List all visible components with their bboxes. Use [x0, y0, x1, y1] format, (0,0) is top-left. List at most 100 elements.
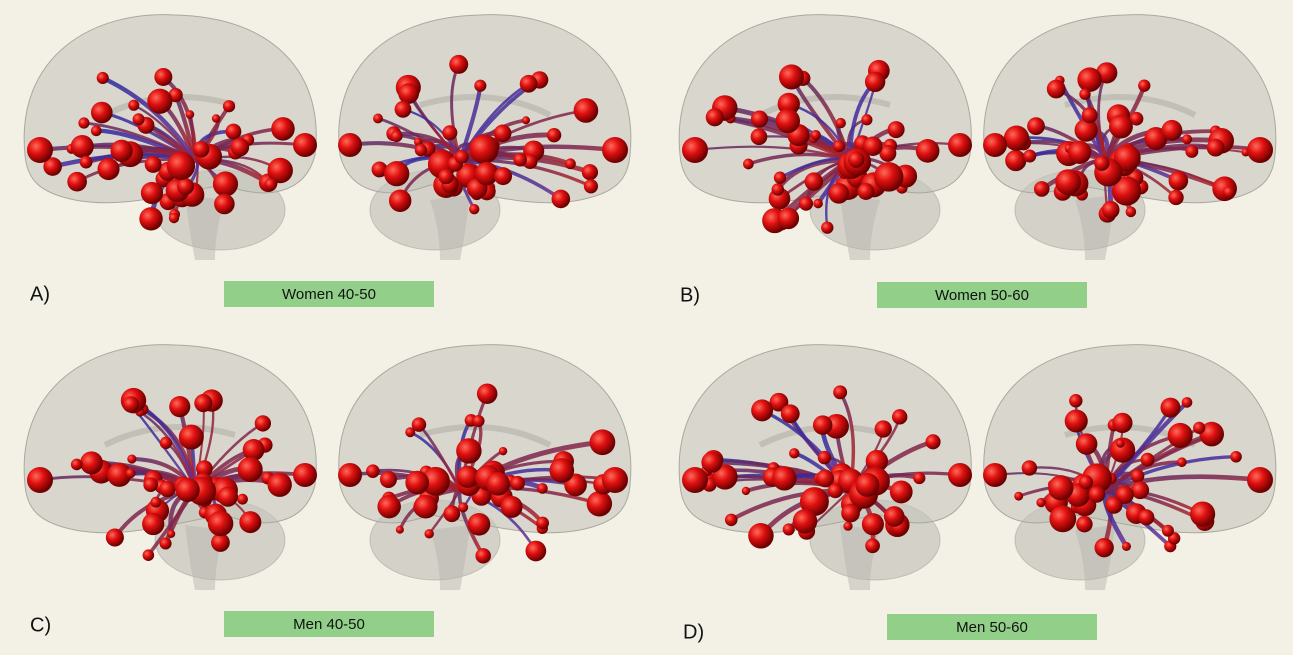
- node-sphere: [682, 467, 708, 493]
- node-sphere: [167, 530, 175, 538]
- node-sphere: [855, 473, 879, 497]
- node-sphere: [110, 140, 132, 162]
- node-sphere: [1079, 475, 1093, 489]
- node-sphere: [91, 102, 113, 124]
- node-sphere: [214, 194, 235, 215]
- node-sphere: [412, 417, 426, 431]
- node-sphere: [875, 420, 892, 437]
- node-sphere: [160, 538, 172, 550]
- node-sphere: [1138, 79, 1150, 91]
- node-sphere: [537, 483, 548, 494]
- node-sphere: [1036, 498, 1045, 507]
- node-sphere: [1068, 141, 1091, 164]
- node-sphere: [123, 396, 140, 413]
- node-sphere: [186, 110, 195, 119]
- node-sphere: [27, 137, 53, 163]
- node-sphere: [890, 481, 913, 504]
- node-sphere: [1168, 190, 1183, 205]
- node-sphere: [71, 459, 83, 471]
- node-sphere: [1079, 89, 1090, 100]
- node-sphere: [474, 80, 486, 92]
- node-sphere: [486, 472, 510, 496]
- node-sphere: [1182, 134, 1192, 144]
- node-sphere: [1182, 397, 1193, 408]
- node-sphere: [97, 158, 119, 180]
- node-sphere: [828, 483, 843, 498]
- node-sphere: [948, 133, 972, 157]
- node-sphere: [1076, 516, 1093, 533]
- node-sphere: [160, 437, 172, 449]
- node-sphere: [725, 514, 738, 527]
- node-sphere: [1077, 67, 1101, 91]
- node-sphere: [147, 89, 172, 114]
- node-sphere: [167, 152, 195, 180]
- node-sphere: [1230, 451, 1242, 463]
- node-sphere: [494, 167, 512, 185]
- node-sphere: [1109, 115, 1133, 139]
- node-sphere: [438, 169, 453, 184]
- node-sphere: [255, 415, 271, 431]
- node-sphere: [139, 207, 162, 230]
- node-sphere: [1160, 398, 1180, 418]
- node-sphere: [264, 178, 276, 190]
- node-sphere: [473, 415, 485, 427]
- node-sphere: [520, 75, 538, 93]
- node-sphere: [414, 495, 438, 519]
- node-sphere: [1162, 120, 1183, 141]
- node-sphere: [380, 471, 397, 488]
- node-sphere: [582, 164, 598, 180]
- node-sphere: [213, 171, 238, 196]
- node-sphere: [226, 124, 242, 140]
- panel-label: D): [683, 621, 704, 643]
- node-sphere: [176, 478, 200, 502]
- node-sphere: [983, 133, 1007, 157]
- node-sphere: [549, 458, 574, 483]
- node-sphere: [751, 399, 773, 421]
- node-sphere: [1131, 481, 1149, 499]
- node-sphere: [231, 138, 250, 157]
- node-sphere: [751, 128, 768, 145]
- node-sphere: [748, 523, 774, 549]
- node-sphere: [477, 383, 498, 404]
- node-sphere: [1162, 525, 1174, 537]
- page: A) Women 40-50 B) Women 50-60 C) Men 40-…: [0, 0, 1293, 655]
- node-sphere: [821, 221, 833, 233]
- node-sphere: [338, 133, 362, 157]
- node-sphere: [1076, 433, 1098, 455]
- node-sphere: [525, 541, 546, 562]
- node-sphere: [861, 114, 872, 125]
- node-sphere: [97, 72, 109, 84]
- node-sphere: [884, 506, 905, 527]
- node-sphere: [366, 464, 380, 478]
- node-sphere: [828, 183, 849, 204]
- node-sphere: [133, 113, 145, 125]
- node-sphere: [150, 497, 161, 508]
- node-sphere: [415, 144, 427, 156]
- node-sphere: [584, 179, 598, 193]
- node-sphere: [443, 505, 460, 522]
- node-sphere: [179, 425, 204, 450]
- panel-caption: Women 50-60: [935, 287, 1029, 304]
- node-sphere: [456, 438, 481, 463]
- node-sphere: [513, 153, 526, 166]
- node-sphere: [293, 133, 317, 157]
- node-sphere: [865, 538, 880, 553]
- node-sphere: [1122, 542, 1131, 551]
- node-sphere: [389, 189, 411, 211]
- node-sphere: [574, 98, 599, 123]
- node-sphere: [143, 477, 158, 492]
- node-sphere: [193, 141, 210, 158]
- node-sphere: [1022, 460, 1037, 475]
- node-sphere: [813, 415, 833, 435]
- node-sphere: [458, 502, 468, 512]
- node-sphere: [145, 156, 162, 173]
- node-sphere: [602, 467, 628, 493]
- node-sphere: [1141, 453, 1155, 467]
- node-sphere: [80, 156, 93, 169]
- node-sphere: [751, 110, 768, 127]
- node-sphere: [706, 108, 724, 126]
- node-sphere: [510, 476, 525, 491]
- node-sphere: [1014, 492, 1023, 501]
- node-sphere: [565, 158, 576, 169]
- node-sphere: [836, 118, 846, 128]
